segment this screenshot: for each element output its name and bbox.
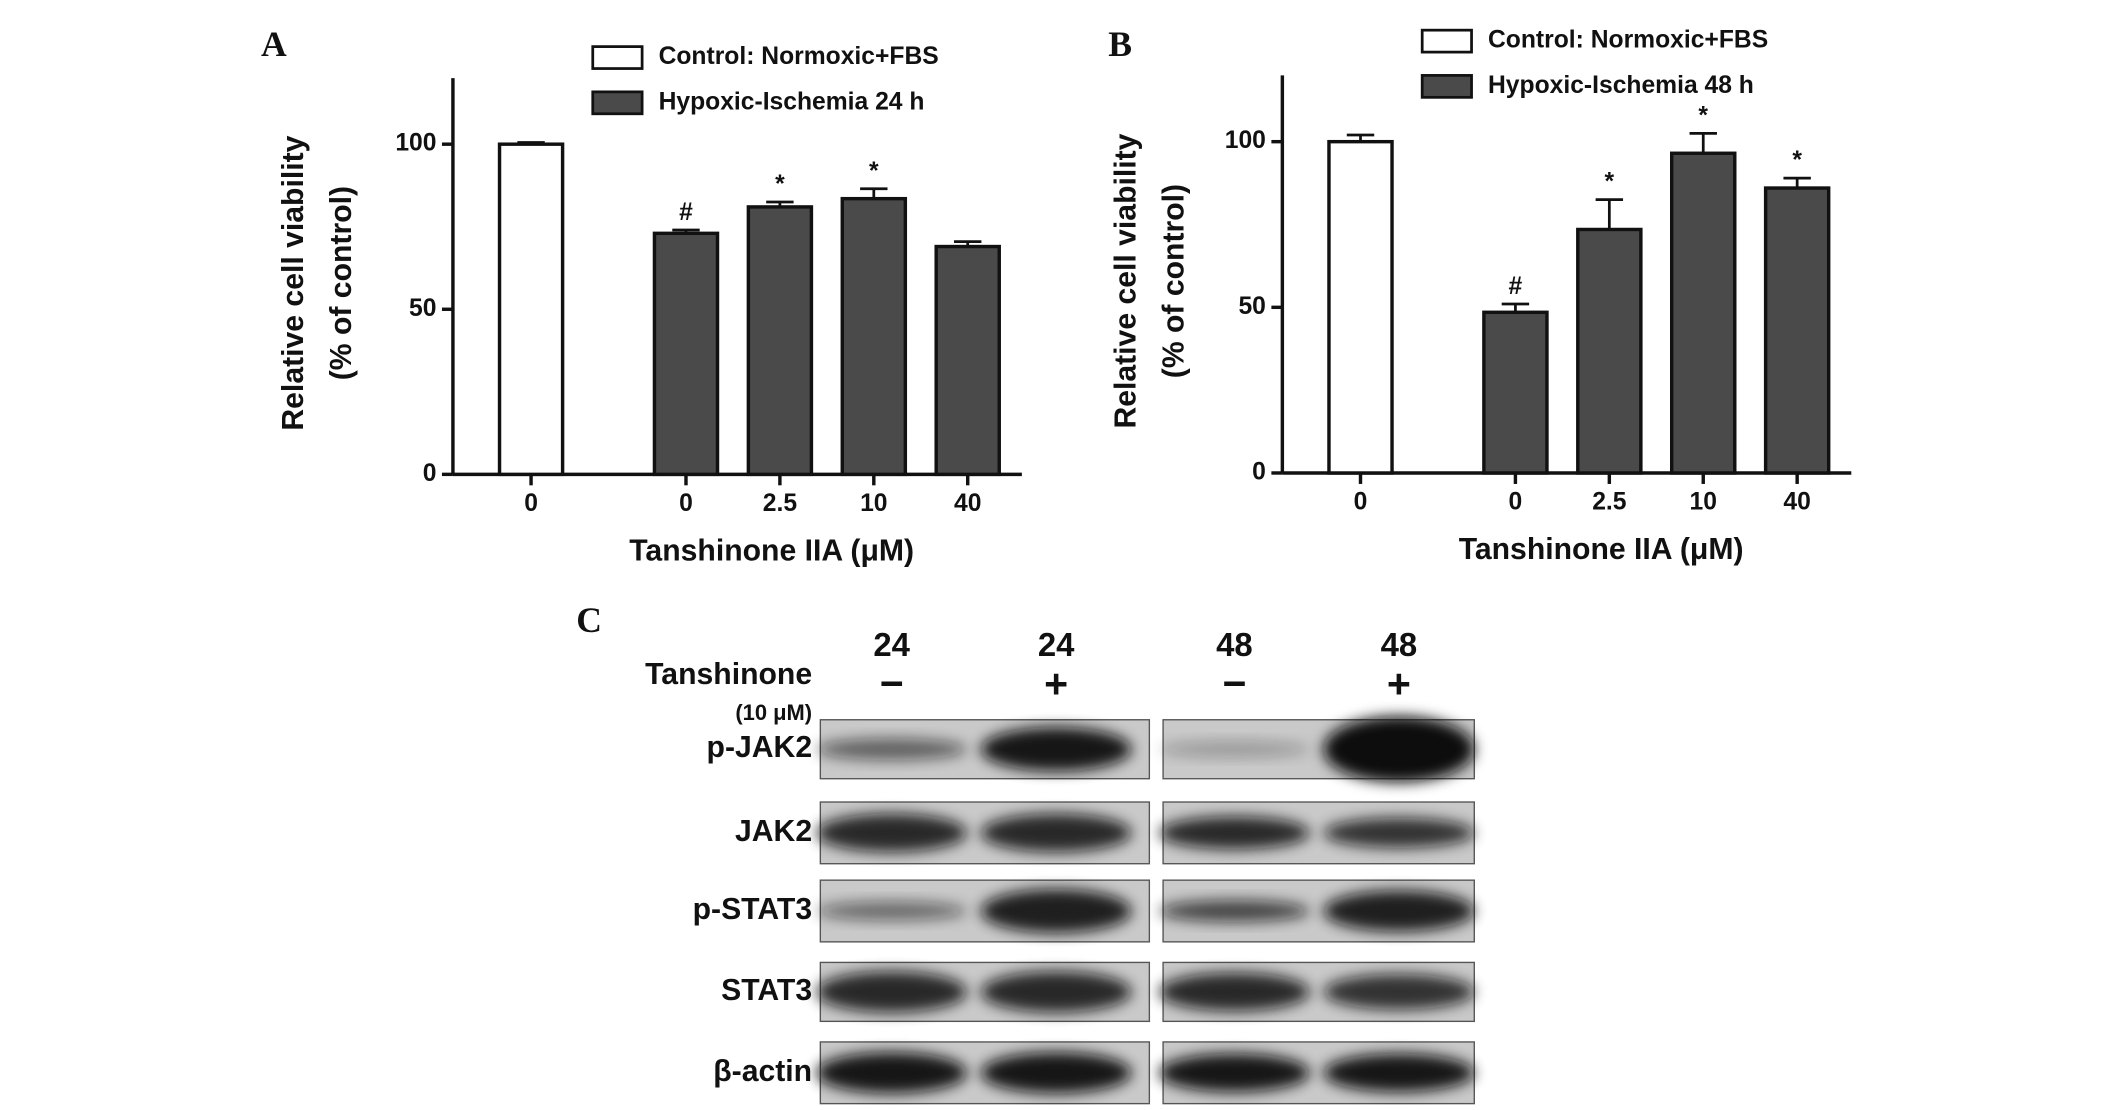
dose-label: (10 μM) [735,700,812,725]
row-label: JAK2 [735,815,812,848]
time-label: 48 [1381,626,1418,663]
legend-swatch [591,90,644,116]
treatment-label: Tanshinone [645,658,812,691]
blot-band [816,971,968,1013]
blot-band [1323,890,1475,932]
blot-band [816,1052,968,1094]
blot-band [1158,741,1310,758]
blot-band [980,813,1132,853]
blot-band [816,738,968,761]
x-tick-label: 2.5 [763,490,798,517]
x-tick-label: 0 [679,490,693,517]
legend-swatch [1420,28,1473,54]
y-tick-label: 0 [423,460,437,487]
y-axis-label: (% of control) [325,186,358,380]
annotation: * [1792,147,1802,174]
blot-band [1323,1053,1475,1092]
treatment-sign: + [1044,661,1068,707]
bar [1327,139,1394,475]
blot-band [980,1052,1132,1094]
blot-band [980,727,1132,772]
legend-swatch [591,45,644,70]
legend-label: Hypoxic-Ischemia 24 h [659,88,925,115]
annotation: * [775,171,785,198]
bar [652,231,720,477]
blot-band [1323,974,1475,1010]
blot-band [1323,817,1475,848]
annotation: * [1605,169,1615,196]
treatment-sign: + [1387,661,1411,707]
x-axis-label: Tanshinone IIA (μM) [1459,533,1744,566]
legend-label: Control: Normoxic+FBS [1488,27,1768,54]
x-tick-label: 0 [524,490,538,517]
bar [840,196,908,477]
x-tick-label: 10 [1690,489,1717,516]
x-tick-label: 10 [860,490,887,517]
treatment-sign: − [1222,661,1246,707]
row-label: STAT3 [721,974,812,1007]
x-axis-label: Tanshinone IIA (μM) [629,534,914,567]
y-tick-label: 100 [1225,127,1266,154]
y-axis-label: Relative cell viability [1109,133,1142,428]
row-label: p-JAK2 [707,731,813,764]
annotation: * [1698,102,1708,129]
y-tick-label: 100 [395,130,436,157]
x-tick-label: 2.5 [1592,489,1627,516]
panel-label: B [1108,24,1132,64]
legend-swatch [1420,74,1473,99]
bar [1576,227,1643,475]
row-label: β-actin [713,1055,812,1088]
blot-band [816,813,968,853]
bar [497,142,565,477]
bar [934,244,1001,477]
time-label: 24 [1038,626,1075,663]
blot-band [1158,900,1310,922]
legend-label: Control: Normoxic+FBS [659,43,939,70]
y-tick-label: 50 [1238,293,1265,320]
bar [1763,186,1831,475]
blot-band [1158,1053,1310,1092]
blot-band [1158,972,1310,1012]
time-label: 24 [873,626,910,663]
blot-band [980,971,1132,1013]
blot-band [1323,716,1475,783]
blot-band [1158,816,1310,850]
annotation: # [1509,273,1523,300]
bar [1669,151,1737,475]
y-axis-label: Relative cell viability [277,135,310,430]
legend-label: Hypoxic-Ischemia 48 h [1488,72,1754,99]
y-axis-label: (% of control) [1157,184,1190,378]
panel-label: C [576,600,602,640]
treatment-sign: − [880,661,904,707]
y-tick-label: 50 [409,295,436,322]
blot-band [980,889,1132,933]
blot-band [816,901,968,921]
annotation: * [869,158,879,185]
bar [746,205,814,477]
x-tick-label: 0 [1509,489,1523,516]
x-tick-label: 0 [1354,489,1368,516]
bar [1482,310,1549,475]
row-label: p-STAT3 [693,893,813,926]
x-tick-label: 40 [954,490,981,517]
time-label: 48 [1216,626,1253,663]
annotation: # [679,199,693,226]
y-tick-label: 0 [1252,458,1266,485]
panel-label: A [261,24,287,64]
x-tick-label: 40 [1783,489,1810,516]
